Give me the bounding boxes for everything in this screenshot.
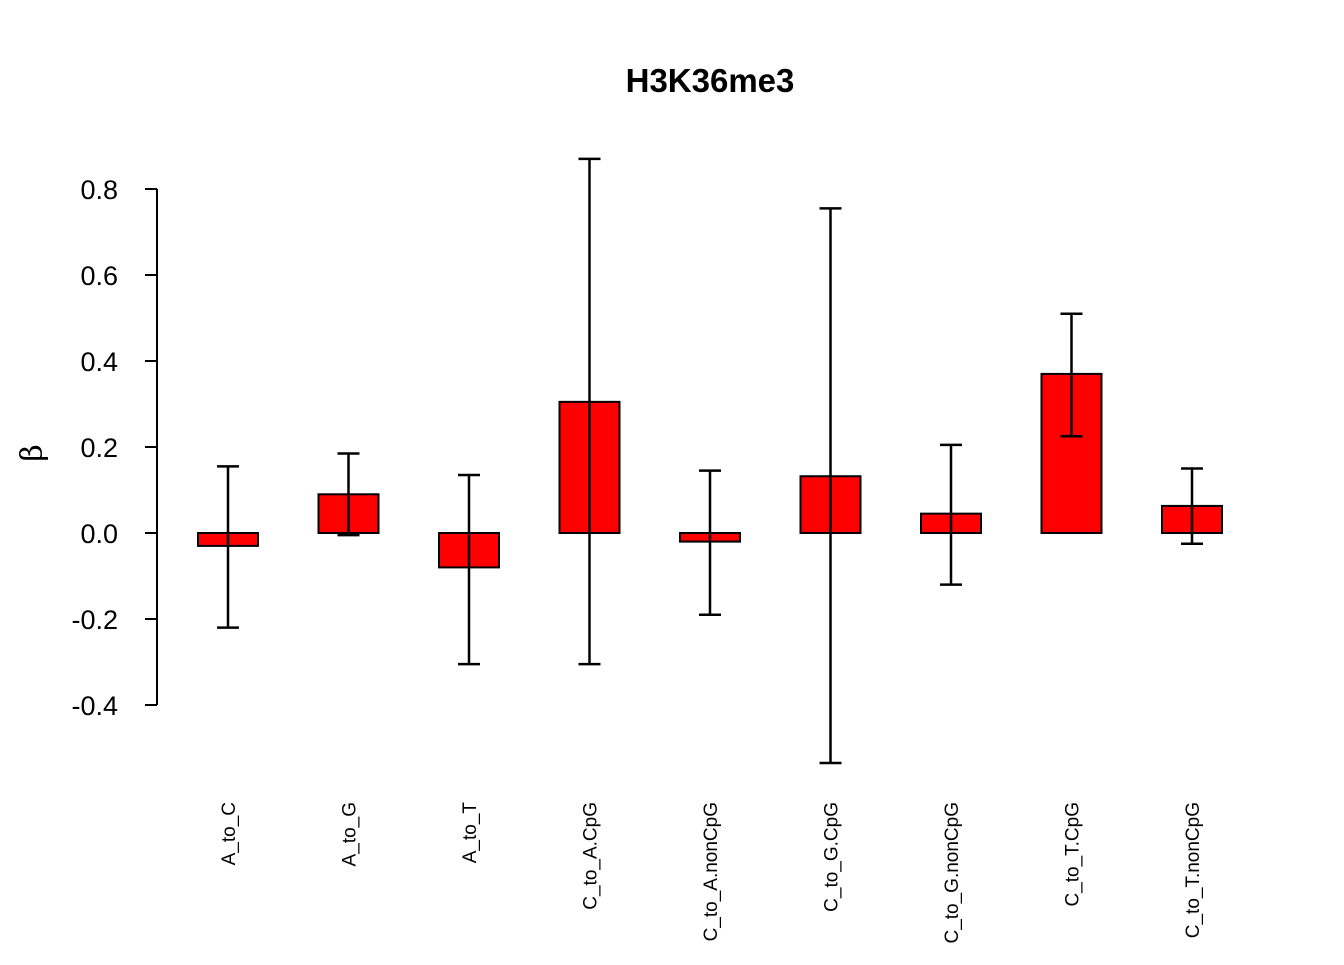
error-bars [217,157,1203,765]
x-tick-label: A_to_C [219,802,240,865]
y-tick-label: 0.0 [80,519,118,549]
chart-title: H3K36me3 [626,62,795,99]
x-tick-label: A_to_G [340,802,361,866]
y-tick-label: -0.4 [71,691,118,721]
y-axis: -0.4 -0.2 0.0 0.2 0.4 0.6 0.8 [71,175,158,721]
x-tick-label: C_to_A.nonCpG [701,802,722,941]
x-tick-label: A_to_T [460,802,481,864]
y-tick-label: 0.4 [80,347,118,377]
x-tick-labels: A_to_C A_to_G A_to_T C_to_A.CpG C_to_A.nonCp… [219,802,1204,944]
y-tick-label: 0.2 [80,433,118,463]
y-tick-label: 0.8 [80,175,118,205]
x-tick-label: C_to_G.CpG [822,802,843,912]
x-tick-label: C_to_G.nonCpG [942,802,963,944]
y-tick-label: 0.6 [80,261,118,291]
y-axis-label: β [15,444,50,461]
bar [1040,372,1103,534]
x-tick-label: C_to_A.CpG [581,802,602,910]
x-tick-label: C_to_T.nonCpG [1183,802,1204,938]
x-tick-label: C_to_T.CpG [1063,802,1084,907]
y-tick-label: -0.2 [71,605,118,635]
